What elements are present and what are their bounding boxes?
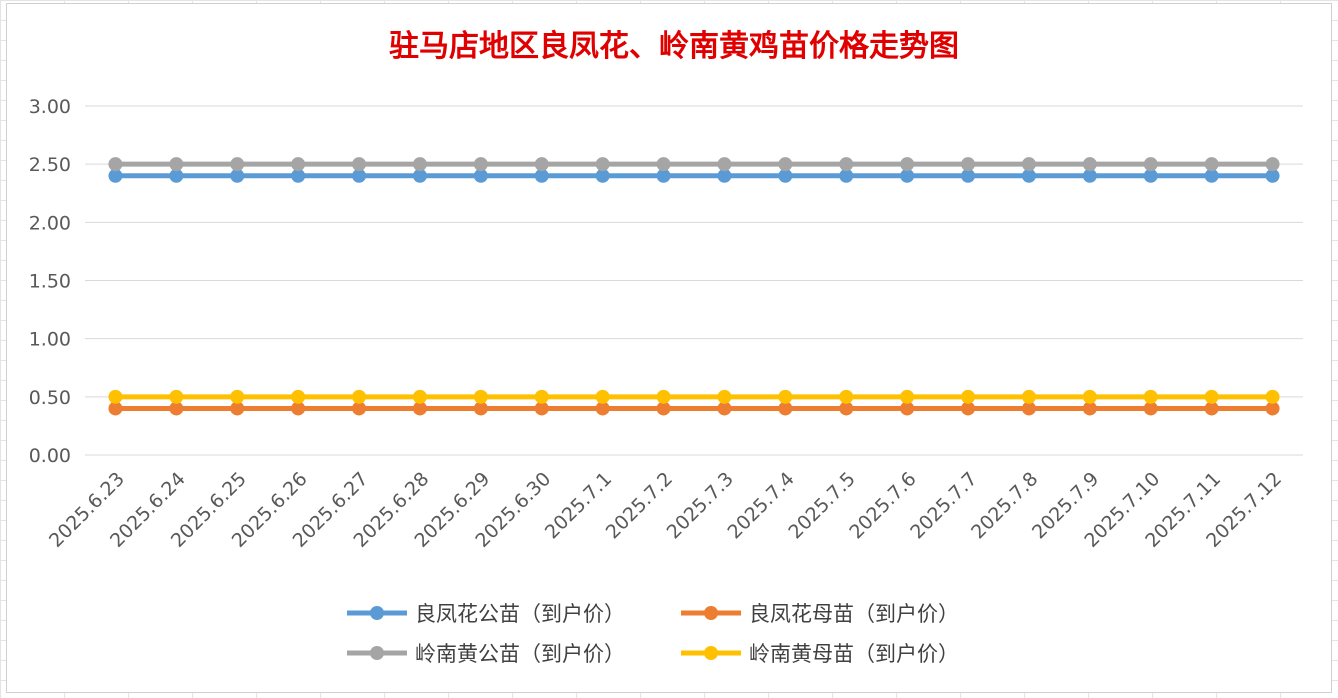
data-point — [961, 389, 976, 404]
data-point — [1082, 168, 1097, 183]
data-point — [230, 168, 245, 183]
data-point — [900, 401, 915, 416]
legend-marker-3 — [704, 646, 718, 660]
data-point — [656, 157, 671, 172]
data-point — [717, 157, 732, 172]
data-point — [108, 389, 123, 404]
data-point — [1204, 157, 1219, 172]
legend-marker-1 — [704, 606, 718, 620]
data-point — [412, 401, 427, 416]
data-point — [412, 389, 427, 404]
y-tick-label: 2.50 — [29, 154, 71, 176]
data-point — [534, 389, 549, 404]
data-point — [230, 157, 245, 172]
data-point — [412, 157, 427, 172]
y-tick-label: 0.50 — [29, 387, 71, 409]
data-point — [900, 168, 915, 183]
line-chart: 驻马店地区良凤花、岭南黄鸡苗价格走势图 0.00 0.50 1.00 1.50 2.00 2… — [29, 29, 1303, 666]
data-point — [717, 401, 732, 416]
data-point — [656, 389, 671, 404]
data-point — [473, 157, 488, 172]
data-point — [900, 157, 915, 172]
data-point — [656, 401, 671, 416]
data-point — [1021, 168, 1036, 183]
data-point — [169, 401, 184, 416]
data-point — [839, 401, 854, 416]
data-point — [1143, 157, 1158, 172]
data-point — [352, 168, 367, 183]
data-point — [1021, 401, 1036, 416]
chart-area[interactable]: 驻马店地区良凤花、岭南黄鸡苗价格走势图 0.00 0.50 1.00 1.50 2.00 2… — [6, 3, 1332, 693]
data-point — [961, 401, 976, 416]
data-point — [534, 168, 549, 183]
data-point — [839, 157, 854, 172]
data-point — [230, 401, 245, 416]
data-point — [352, 157, 367, 172]
data-point — [291, 157, 306, 172]
data-point — [169, 389, 184, 404]
data-point — [1143, 168, 1158, 183]
data-point — [656, 168, 671, 183]
data-point — [717, 168, 732, 183]
data-point — [352, 401, 367, 416]
data-point — [778, 157, 793, 172]
data-point — [473, 389, 488, 404]
data-point — [1265, 168, 1280, 183]
y-tick-label: 0.00 — [29, 445, 71, 467]
y-tick-label: 2.00 — [29, 212, 71, 234]
data-point — [473, 401, 488, 416]
data-point — [1204, 401, 1219, 416]
data-point — [1265, 157, 1280, 172]
y-tick-label: 3.00 — [29, 96, 71, 118]
data-point — [1082, 401, 1097, 416]
data-point — [534, 157, 549, 172]
data-point — [108, 168, 123, 183]
data-point — [778, 389, 793, 404]
data-point — [1082, 389, 1097, 404]
chart-title: 驻马店地区良凤花、岭南黄鸡苗价格走势图 — [389, 29, 959, 64]
data-point — [778, 401, 793, 416]
data-point — [595, 389, 610, 404]
data-point — [1204, 389, 1219, 404]
legend-label-0: 良凤花公苗（到户价） — [415, 602, 625, 626]
data-point — [1143, 389, 1158, 404]
data-point — [108, 401, 123, 416]
data-point — [1265, 389, 1280, 404]
data-point — [1082, 157, 1097, 172]
legend-label-1: 良凤花母苗（到户价） — [749, 602, 959, 626]
data-point — [839, 168, 854, 183]
data-point — [961, 168, 976, 183]
data-point — [412, 168, 427, 183]
data-point — [1204, 168, 1219, 183]
data-point — [778, 168, 793, 183]
legend-label-3: 岭南黄母苗（到户价） — [749, 642, 959, 666]
data-point — [230, 389, 245, 404]
data-point — [717, 389, 732, 404]
data-point — [961, 157, 976, 172]
y-tick-label: 1.50 — [29, 271, 71, 293]
data-point — [291, 389, 306, 404]
data-point — [595, 401, 610, 416]
data-point — [108, 157, 123, 172]
data-point — [473, 168, 488, 183]
legend-marker-2 — [370, 646, 384, 660]
data-point — [1021, 157, 1036, 172]
data-point — [291, 168, 306, 183]
data-point — [900, 389, 915, 404]
data-point — [352, 389, 367, 404]
data-point — [169, 168, 184, 183]
data-point — [169, 157, 184, 172]
data-point — [291, 401, 306, 416]
data-point — [1143, 401, 1158, 416]
data-point — [1021, 389, 1036, 404]
data-point — [1265, 401, 1280, 416]
data-point — [595, 157, 610, 172]
legend-label-2: 岭南黄公苗（到户价） — [415, 642, 625, 666]
data-point — [534, 401, 549, 416]
data-point — [839, 389, 854, 404]
y-tick-label: 1.00 — [29, 329, 71, 351]
legend-marker-0 — [370, 606, 384, 620]
data-point — [595, 168, 610, 183]
